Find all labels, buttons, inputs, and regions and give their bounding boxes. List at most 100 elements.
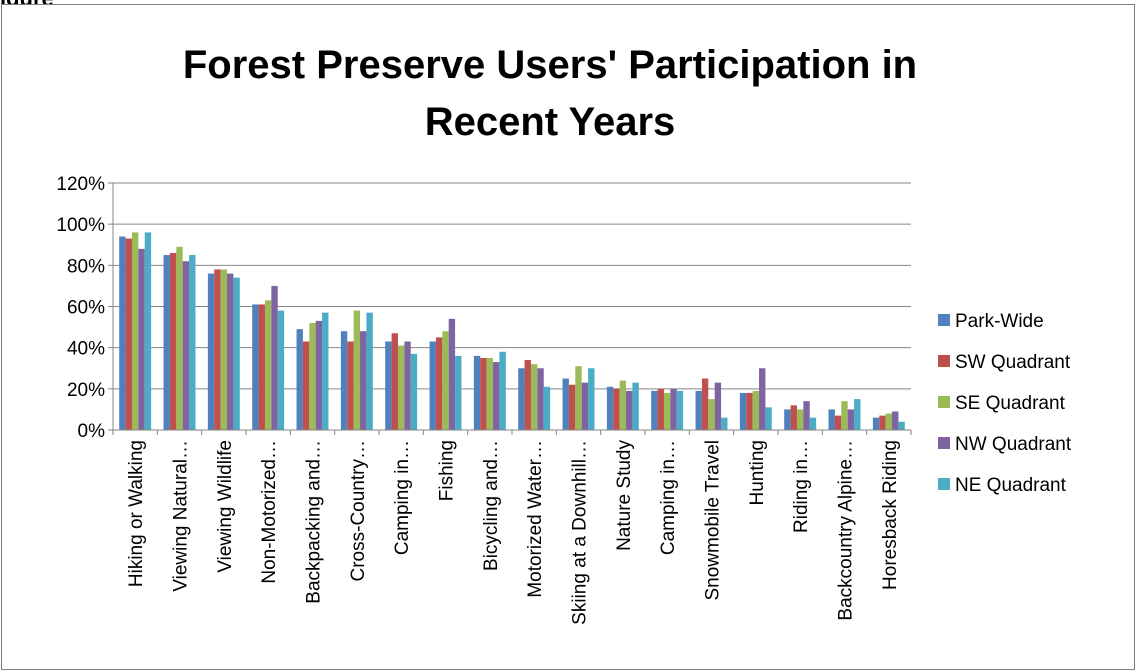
y-tick-label: 0% xyxy=(78,421,106,442)
bar-park-wide xyxy=(296,329,303,430)
bar-ne-quadrant xyxy=(277,310,285,430)
bar-se-quadrant xyxy=(530,364,538,430)
x-category-label: Motorized Water… xyxy=(525,440,546,598)
legend-label: NE Quadrant xyxy=(955,475,1067,496)
bar-park-wide xyxy=(385,341,392,430)
bar-sw-quadrant xyxy=(258,304,265,430)
bar-se-quadrant xyxy=(663,392,671,430)
bar-park-wide xyxy=(518,368,525,430)
bar-park-wide xyxy=(562,378,569,430)
bar-park-wide xyxy=(207,273,215,430)
bar-ne-quadrant xyxy=(721,417,728,430)
bar-nw-quadrant xyxy=(493,362,500,430)
bar-ne-quadrant xyxy=(632,382,639,430)
bar-nw-quadrant xyxy=(227,273,234,430)
bar-ne-quadrant xyxy=(410,353,418,430)
legend-swatch xyxy=(938,437,950,449)
bar-se-quadrant xyxy=(442,331,449,430)
legend-label: SE Quadrant xyxy=(955,393,1066,414)
x-category-label: Backpacking and… xyxy=(304,440,325,604)
bar-park-wide xyxy=(828,409,835,430)
x-category-label: Viewing Wildlife xyxy=(215,440,236,573)
x-category-label: Non-Motorized… xyxy=(259,440,280,584)
x-category-label: Skiing at a Downhill… xyxy=(570,440,591,625)
bar-park-wide xyxy=(340,331,348,430)
bar-nw-quadrant xyxy=(315,320,323,430)
bar-ne-quadrant xyxy=(455,355,462,430)
bar-park-wide xyxy=(695,390,702,430)
x-category-label: Horesback Riding xyxy=(880,440,901,590)
x-category-label: Riding in… xyxy=(791,440,812,533)
chart-frame: Forest Preserve Users' Participation in R… xyxy=(1,4,1135,670)
axes xyxy=(112,183,912,435)
bar-nw-quadrant xyxy=(138,248,145,430)
bar-se-quadrant xyxy=(176,246,183,430)
bar-sw-quadrant xyxy=(480,357,487,430)
bar-ne-quadrant xyxy=(233,277,240,430)
bar-nw-quadrant xyxy=(537,368,544,430)
bar-ne-quadrant xyxy=(765,407,772,430)
x-category-label: Fishing xyxy=(437,440,458,501)
bar-ne-quadrant xyxy=(854,399,861,430)
bar-ne-quadrant xyxy=(499,351,506,430)
bar-se-quadrant xyxy=(397,345,405,430)
legend-swatch xyxy=(938,314,950,326)
bar-ne-quadrant xyxy=(809,417,817,430)
bar-se-quadrant xyxy=(220,269,228,430)
bar-se-quadrant xyxy=(264,300,272,430)
bar-sw-quadrant xyxy=(214,269,221,430)
y-tick-label: 80% xyxy=(67,256,105,277)
bar-chart: Forest Preserve Users' Participation in R… xyxy=(56,43,1072,625)
y-tick-label: 60% xyxy=(67,298,105,319)
bar-park-wide xyxy=(606,386,614,430)
bar-sw-quadrant xyxy=(302,341,310,430)
legend-swatch xyxy=(938,396,950,408)
legend-swatch xyxy=(938,478,950,490)
bar-ne-quadrant xyxy=(144,232,152,430)
bar-sw-quadrant xyxy=(701,378,709,430)
bar-ne-quadrant xyxy=(366,312,373,430)
bar-nw-quadrant xyxy=(360,331,367,430)
bar-park-wide xyxy=(119,236,126,430)
bar-sw-quadrant xyxy=(125,238,132,430)
bar-park-wide xyxy=(872,417,880,430)
y-tick-label: 100% xyxy=(56,215,105,236)
legend-label: NW Quadrant xyxy=(955,434,1072,455)
bar-se-quadrant xyxy=(885,413,893,430)
bar-sw-quadrant xyxy=(879,415,886,430)
bar-se-quadrant xyxy=(752,390,760,430)
chart-title-line: Forest Preserve Users' Participation in xyxy=(183,43,917,87)
bar-nw-quadrant xyxy=(714,382,722,430)
bar-park-wide xyxy=(252,304,259,430)
x-category-label: Snowmobile Travel xyxy=(703,440,724,601)
bar-se-quadrant xyxy=(619,380,627,430)
bar-ne-quadrant xyxy=(588,368,595,430)
bar-se-quadrant xyxy=(131,232,139,430)
bar-se-quadrant xyxy=(486,357,494,430)
bar-ne-quadrant xyxy=(322,312,329,430)
bar-nw-quadrant xyxy=(182,261,190,430)
x-category-label: Camping in… xyxy=(392,440,413,555)
x-category-label: Hiking or Walking xyxy=(126,440,147,587)
bar-nw-quadrant xyxy=(759,368,766,430)
bar-se-quadrant xyxy=(841,401,848,430)
bar-nw-quadrant xyxy=(670,388,677,430)
legend-swatch xyxy=(938,355,950,367)
bar-nw-quadrant xyxy=(803,401,810,430)
bar-park-wide xyxy=(784,409,791,430)
bar-ne-quadrant xyxy=(543,386,551,430)
bar-se-quadrant xyxy=(708,399,715,430)
bar-nw-quadrant xyxy=(271,285,278,430)
bar-sw-quadrant xyxy=(169,252,177,430)
bar-sw-quadrant xyxy=(657,388,664,430)
bar-sw-quadrant xyxy=(834,415,842,430)
chart-title: Forest Preserve Users' Participation in R… xyxy=(183,43,917,144)
bar-park-wide xyxy=(739,392,747,430)
bar-se-quadrant xyxy=(575,366,582,430)
y-axis-tick-labels: 0% 20% 40% 60% 80% 100% 120% xyxy=(56,174,105,442)
bar-sw-quadrant xyxy=(568,384,576,430)
bar-se-quadrant xyxy=(353,310,361,430)
y-tick-label: 20% xyxy=(67,380,105,401)
x-category-label: Nature Study xyxy=(614,440,635,551)
bars xyxy=(119,232,905,430)
